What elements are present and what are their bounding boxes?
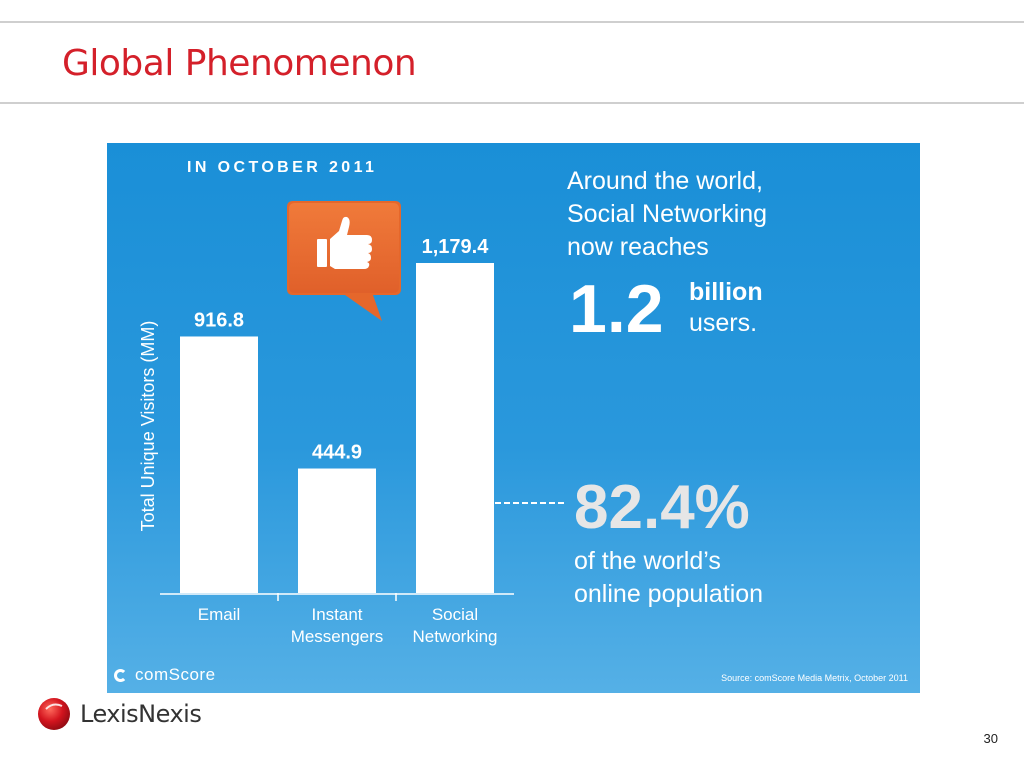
lead-statement: Around the world, Social Networking now … bbox=[567, 165, 867, 264]
bar-value-label: 444.9 bbox=[312, 442, 362, 464]
slide-title: Global Phenomenon bbox=[62, 43, 417, 84]
big-unit: billion users. bbox=[689, 277, 763, 339]
bar-chart: 916.8 Email 444.9 Instant Messengers 1,179.4 S… bbox=[138, 236, 565, 646]
source-note: Source: comScore Media Metrix, October 2… bbox=[721, 673, 908, 683]
x-tick-label: Messengers bbox=[291, 627, 384, 646]
bar-0 bbox=[180, 336, 258, 593]
big-unit-users: users. bbox=[689, 309, 758, 337]
big-unit-billion: billion bbox=[689, 278, 763, 306]
lexisnexis-sphere-icon bbox=[38, 698, 70, 730]
tail-statement: of the world’s online population bbox=[574, 545, 763, 611]
bar-1 bbox=[298, 468, 376, 593]
percentage-stat: 82.4% bbox=[574, 473, 750, 542]
lexisnexis-wordmark: LexisNexis bbox=[80, 700, 202, 728]
lead-line: Around the world, bbox=[567, 167, 763, 195]
lead-line: now reaches bbox=[567, 233, 709, 261]
panel-heading: IN OCTOBER 2011 bbox=[187, 159, 378, 176]
lead-line: Social Networking bbox=[567, 200, 768, 228]
bar-2 bbox=[416, 263, 494, 593]
comscore-brand: comScore bbox=[135, 665, 216, 684]
tail-line: online population bbox=[574, 580, 764, 608]
tail-line: of the world’s bbox=[574, 547, 721, 575]
big-number: 1.2 bbox=[569, 271, 664, 347]
x-tick-label: Email bbox=[198, 605, 241, 624]
page-number: 30 bbox=[983, 731, 998, 746]
x-tick-label: Networking bbox=[412, 627, 497, 646]
bar-value-label: 916.8 bbox=[194, 309, 244, 331]
lexisnexis-logo: LexisNexis bbox=[36, 696, 202, 732]
title-rule bbox=[0, 102, 1024, 104]
top-rule bbox=[0, 21, 1024, 23]
y-axis-label: Total Unique Visitors (MM) bbox=[138, 321, 158, 532]
x-tick-label: Social bbox=[432, 605, 478, 624]
comscore-ring-icon bbox=[114, 668, 127, 682]
x-tick-label: Instant bbox=[311, 605, 362, 624]
bar-value-label: 1,179.4 bbox=[422, 236, 490, 258]
comscore-logo: comScore bbox=[114, 665, 216, 685]
infographic-panel: 916.8 Email 444.9 Instant Messengers 1,179.4 S… bbox=[107, 143, 920, 693]
